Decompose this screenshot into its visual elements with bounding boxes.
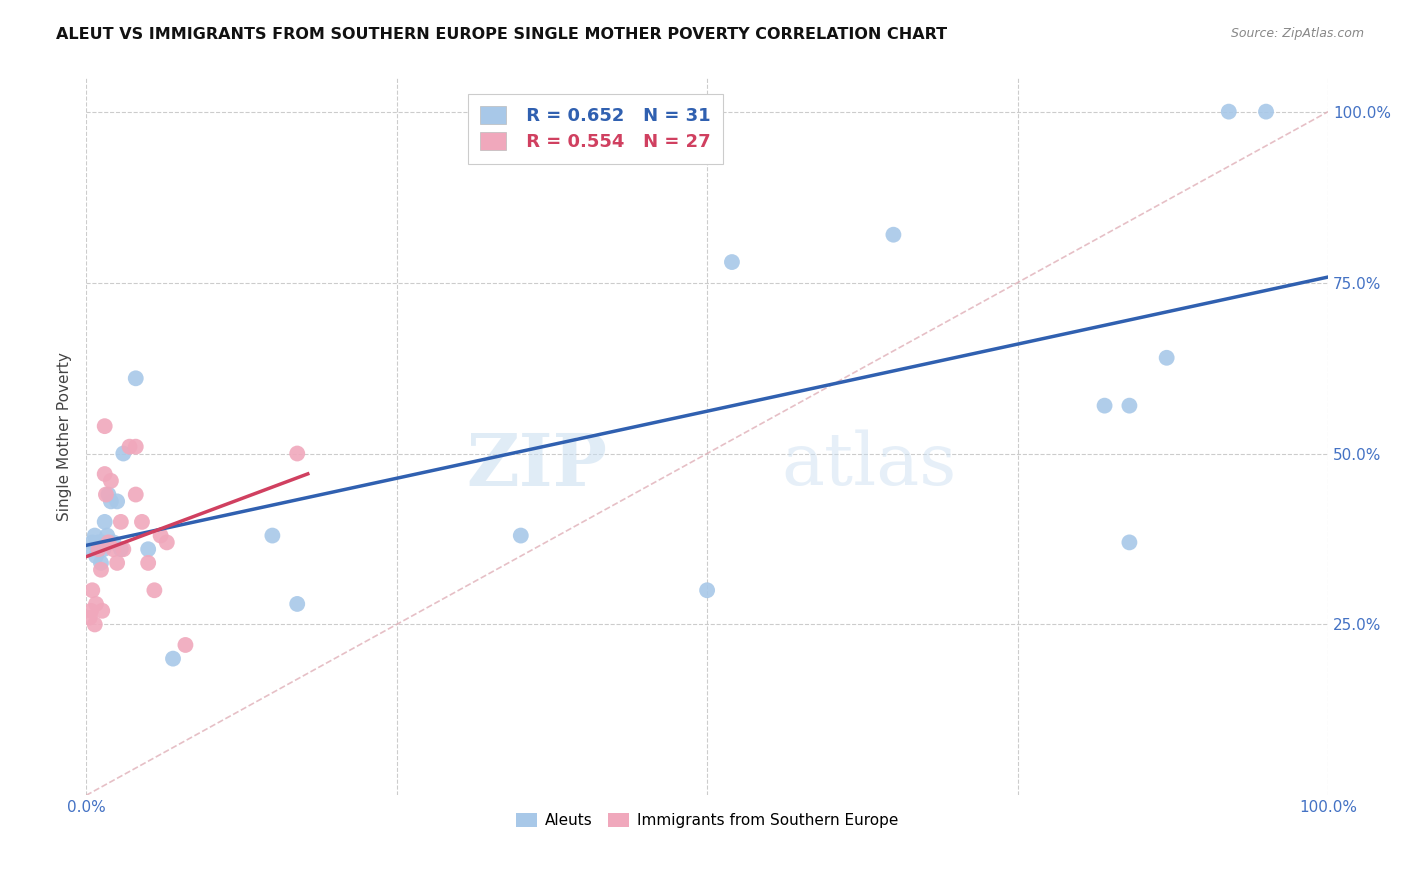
Point bbox=[1118, 399, 1140, 413]
Text: ZIP: ZIP bbox=[467, 430, 607, 500]
Point bbox=[82, 535, 104, 549]
Point bbox=[143, 583, 166, 598]
Point bbox=[79, 610, 101, 624]
Point bbox=[91, 604, 114, 618]
Point bbox=[103, 535, 125, 549]
Point bbox=[136, 556, 159, 570]
Point bbox=[1118, 535, 1140, 549]
Point bbox=[162, 651, 184, 665]
Point bbox=[90, 563, 112, 577]
Point bbox=[80, 604, 103, 618]
Point bbox=[1254, 104, 1277, 119]
Legend: Aleuts, Immigrants from Southern Europe: Aleuts, Immigrants from Southern Europe bbox=[510, 806, 904, 834]
Point bbox=[93, 515, 115, 529]
Point bbox=[103, 542, 125, 557]
Point bbox=[285, 597, 308, 611]
Point bbox=[97, 487, 120, 501]
Point bbox=[87, 542, 110, 557]
Point bbox=[82, 583, 104, 598]
Point bbox=[696, 583, 718, 598]
Point bbox=[100, 494, 122, 508]
Point bbox=[112, 446, 135, 460]
Point bbox=[100, 474, 122, 488]
Point bbox=[149, 528, 172, 542]
Point bbox=[174, 638, 197, 652]
Text: Source: ZipAtlas.com: Source: ZipAtlas.com bbox=[1230, 27, 1364, 40]
Point bbox=[105, 556, 128, 570]
Point bbox=[136, 542, 159, 557]
Point bbox=[112, 542, 135, 557]
Point bbox=[93, 467, 115, 481]
Point bbox=[110, 542, 132, 557]
Point bbox=[882, 227, 904, 242]
Point bbox=[721, 255, 744, 269]
Point bbox=[110, 515, 132, 529]
Point bbox=[90, 556, 112, 570]
Point bbox=[97, 535, 120, 549]
Point bbox=[131, 515, 153, 529]
Point bbox=[285, 446, 308, 460]
Text: ALEUT VS IMMIGRANTS FROM SOUTHERN EUROPE SINGLE MOTHER POVERTY CORRELATION CHART: ALEUT VS IMMIGRANTS FROM SOUTHERN EUROPE… bbox=[56, 27, 948, 42]
Point bbox=[91, 535, 114, 549]
Point bbox=[262, 528, 284, 542]
Point bbox=[118, 440, 141, 454]
Point bbox=[125, 440, 148, 454]
Text: atlas: atlas bbox=[782, 430, 957, 500]
Point bbox=[125, 487, 148, 501]
Point bbox=[1094, 399, 1116, 413]
Point bbox=[94, 487, 117, 501]
Point bbox=[1156, 351, 1178, 365]
Point bbox=[84, 597, 107, 611]
Point bbox=[93, 419, 115, 434]
Point bbox=[125, 371, 148, 385]
Point bbox=[105, 494, 128, 508]
Point bbox=[96, 528, 118, 542]
Y-axis label: Single Mother Poverty: Single Mother Poverty bbox=[58, 352, 72, 521]
Point bbox=[156, 535, 179, 549]
Point bbox=[87, 535, 110, 549]
Point bbox=[84, 549, 107, 563]
Point bbox=[509, 528, 531, 542]
Point bbox=[83, 617, 105, 632]
Point bbox=[93, 542, 115, 557]
Point bbox=[79, 542, 101, 557]
Point bbox=[83, 528, 105, 542]
Point bbox=[1218, 104, 1240, 119]
